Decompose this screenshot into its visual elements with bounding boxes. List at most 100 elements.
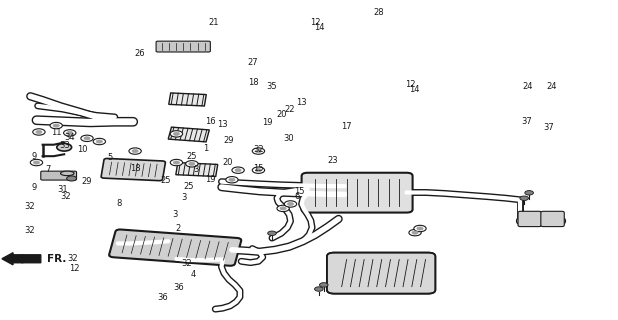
Circle shape [30,159,43,166]
Bar [169,93,206,106]
Text: 30: 30 [283,134,294,143]
Circle shape [36,130,42,133]
Text: 8: 8 [116,198,122,207]
Text: 7: 7 [45,165,50,174]
Text: 32: 32 [60,192,70,201]
Text: 12: 12 [69,264,80,274]
Text: 29: 29 [224,136,234,145]
Bar [176,163,218,177]
Text: 32: 32 [24,202,35,211]
Circle shape [268,231,276,236]
Circle shape [280,207,286,210]
Text: 23: 23 [327,156,338,164]
Circle shape [81,135,93,141]
Circle shape [171,159,182,166]
FancyBboxPatch shape [41,171,77,180]
Text: 32: 32 [253,145,264,154]
Text: FR.: FR. [47,254,66,264]
Circle shape [132,149,138,153]
Text: 16: 16 [205,116,216,126]
Circle shape [287,202,294,205]
Circle shape [520,196,528,200]
Circle shape [414,225,426,232]
Circle shape [50,123,62,129]
Circle shape [188,162,195,165]
Text: 31: 31 [57,185,67,194]
Circle shape [53,124,59,127]
Circle shape [255,169,261,172]
Circle shape [185,161,198,167]
Text: 13: 13 [218,120,228,130]
FancyBboxPatch shape [518,211,541,227]
Text: 3: 3 [172,210,178,219]
Circle shape [84,137,90,140]
Circle shape [229,178,235,181]
Circle shape [96,140,103,143]
Bar [168,127,210,142]
Circle shape [171,131,182,137]
Text: 3: 3 [182,193,187,202]
FancyBboxPatch shape [156,41,210,52]
Text: 4: 4 [190,270,196,279]
Text: 24: 24 [546,82,557,91]
Circle shape [255,149,261,153]
Text: 20: 20 [222,158,233,167]
FancyBboxPatch shape [541,211,564,227]
Text: 26: 26 [134,49,145,58]
Circle shape [284,201,297,207]
Circle shape [277,205,289,212]
Text: 12: 12 [310,18,320,27]
Text: 1: 1 [203,144,208,153]
Circle shape [93,138,106,145]
Ellipse shape [61,171,74,176]
Text: 10: 10 [77,145,87,154]
Circle shape [252,148,265,154]
Text: 15: 15 [295,188,305,196]
Text: 9: 9 [32,152,37,161]
Circle shape [57,143,72,151]
Text: 13: 13 [296,98,307,107]
Circle shape [226,177,238,183]
Circle shape [525,191,533,195]
Text: 36: 36 [157,292,167,301]
Text: 5: 5 [107,153,112,162]
Circle shape [67,131,73,134]
Text: 24: 24 [523,82,533,91]
Text: 6: 6 [294,192,299,201]
Circle shape [315,287,323,291]
Circle shape [412,231,418,234]
Text: 14: 14 [409,85,420,94]
Circle shape [252,167,265,173]
Text: 17: 17 [341,122,351,131]
Text: 19: 19 [205,175,216,184]
Text: 3: 3 [193,165,198,174]
Circle shape [235,169,241,172]
Text: 20: 20 [276,110,287,119]
Text: 33: 33 [59,141,70,150]
Text: 34: 34 [64,133,75,142]
Circle shape [173,161,179,164]
Circle shape [67,176,77,181]
Text: 14: 14 [313,23,324,32]
Text: 12: 12 [405,80,416,89]
FancyBboxPatch shape [101,158,166,181]
Text: 29: 29 [82,177,92,186]
Text: 19: 19 [262,118,273,127]
Circle shape [33,129,45,135]
FancyArrow shape [2,253,41,265]
Text: 37: 37 [522,117,532,126]
Text: 18: 18 [248,78,259,87]
Circle shape [129,148,142,154]
Text: 27: 27 [247,58,258,67]
FancyBboxPatch shape [327,252,436,294]
Text: 11: 11 [51,128,61,137]
Text: 2: 2 [175,224,180,233]
FancyBboxPatch shape [109,229,241,266]
Text: 37: 37 [543,123,554,132]
Text: 22: 22 [284,105,295,114]
Text: 21: 21 [208,18,219,27]
Text: 28: 28 [373,8,384,17]
Circle shape [409,229,421,236]
Circle shape [173,132,179,135]
Text: 32: 32 [24,226,35,235]
